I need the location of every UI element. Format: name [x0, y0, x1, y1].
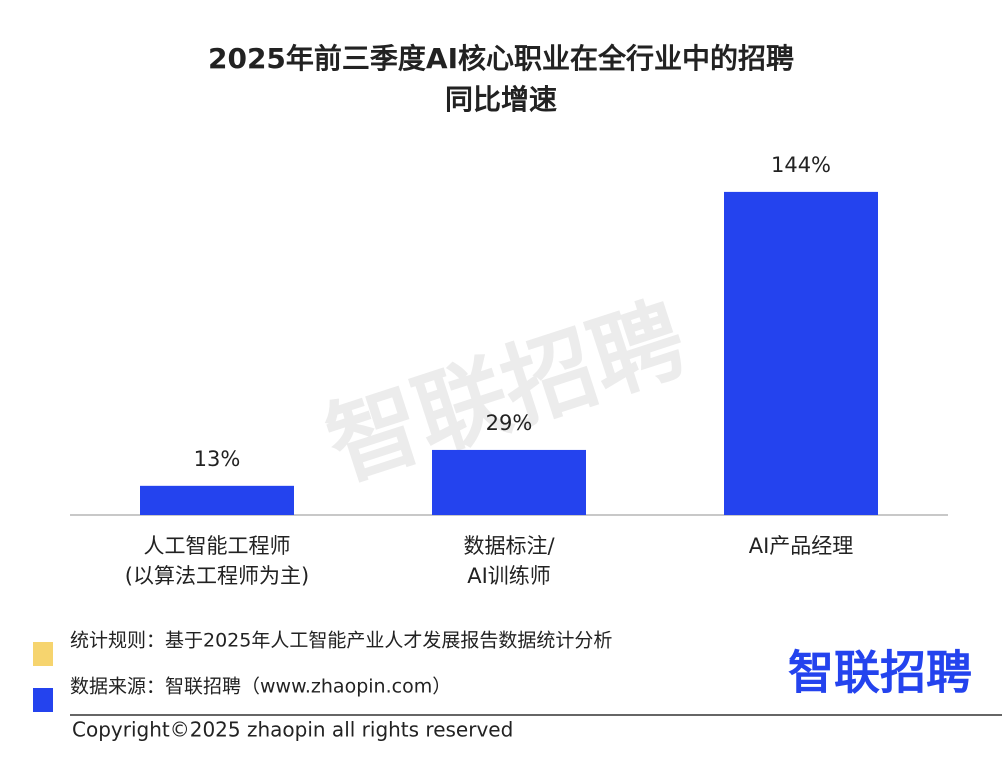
x-tick-label: 人工智能工程师	[144, 534, 291, 558]
data-label: 29%	[486, 411, 533, 435]
x-tick-label: AI产品经理	[749, 534, 854, 558]
copyright: Copyright©2025 zhaopin all rights reserv…	[72, 718, 513, 742]
x-tick-label: 数据标注/	[463, 534, 555, 558]
footnote: 数据来源：智联招聘（www.zhaopin.com）	[70, 676, 451, 698]
data-label: 144%	[771, 153, 831, 177]
x-tick-label: AI训练师	[467, 564, 551, 588]
bar	[432, 449, 586, 515]
note-swatch	[33, 642, 53, 666]
chart-title: 2025年前三季度AI核心职业在全行业中的招聘	[208, 42, 794, 75]
x-tick-label: (以算法工程师为主)	[125, 564, 309, 588]
chart-title: 同比增速	[445, 83, 557, 116]
bar	[140, 485, 294, 515]
note-swatch	[33, 688, 53, 712]
logo: 智联招聘	[788, 646, 972, 700]
footnote: 统计规则：基于2025年人工智能产业人才发展报告数据统计分析	[70, 630, 612, 652]
bar	[724, 191, 878, 515]
data-label: 13%	[194, 447, 241, 471]
